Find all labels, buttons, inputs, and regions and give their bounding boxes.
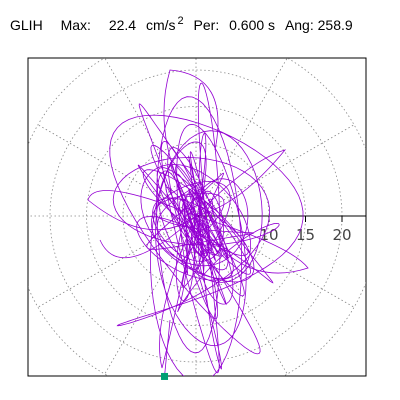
peak-trace-segment [164,319,171,376]
radial-axis: 10 15 20 [196,215,366,244]
grid-spoke [195,215,288,375]
grid-spoke [104,58,197,217]
radial-tick-label: 20 [332,226,351,244]
grid-spoke [104,215,197,375]
grid-spoke [37,124,197,217]
angle-label: Ang: [284,17,314,33]
max-value: 22.4 [108,17,137,33]
orbit-loop [163,69,219,217]
trace-layer [87,69,309,376]
orbit-loop [195,215,309,274]
radial-tick-label: 10 [259,226,278,244]
grid-spoke [195,124,355,217]
max-unit-exponent: 2 [177,15,184,27]
station-code: GLIH [10,17,43,33]
period-value: 0.600 s [229,17,276,33]
orbit-loop [87,190,197,231]
angle-value: 258.9 [317,17,353,33]
max-unit: cm/s [145,17,176,33]
orbit-trace [109,82,304,376]
max-label: Max: [60,17,91,33]
period-label: Per: [193,17,220,33]
radial-tick-label: 15 [296,226,315,244]
orbit-loop [195,149,287,217]
grid-spoke [37,215,197,308]
marker-layer [161,372,169,380]
orbit-loop [159,215,197,369]
peak-marker [161,372,169,380]
grid-spoke [195,215,355,308]
chart-header: GLIH Max: 22.4 cm/s 2 Per: 0.600 s Ang: 2… [10,15,353,36]
grid-spoke [195,58,288,217]
orbit-loop [99,215,197,259]
plot-frame [27,57,367,377]
